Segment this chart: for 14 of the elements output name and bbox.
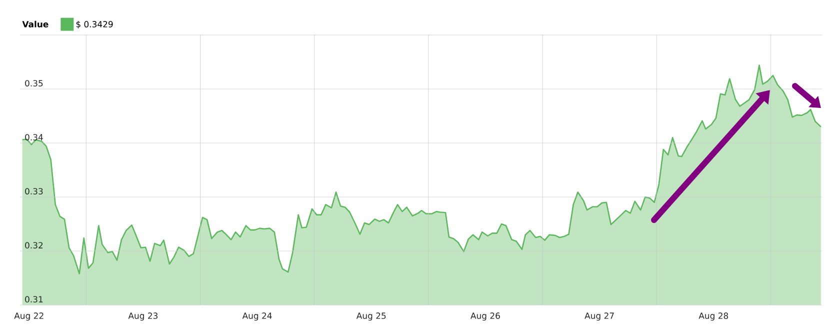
- x-tick-label: Aug 22: [14, 312, 44, 321]
- x-tick-label: Aug 23: [128, 312, 158, 321]
- x-tick-label: Aug 26: [470, 312, 500, 321]
- legend-label: $ 0.3429: [76, 20, 113, 29]
- x-tick-label: Aug 24: [242, 312, 272, 321]
- y-tick-label: 0.33: [25, 188, 43, 194]
- x-tick-label: Aug 25: [356, 312, 386, 321]
- y-tick-label: 0.34: [25, 134, 43, 140]
- y-tick-label: 0.31: [25, 296, 43, 302]
- x-tick-label: Aug 28: [698, 312, 728, 321]
- y-tick-label: 0.32: [25, 242, 43, 248]
- x-tick-label: Aug 27: [584, 312, 614, 321]
- legend-title: Value: [22, 20, 48, 28]
- y-tick-label: 0.35: [25, 80, 43, 86]
